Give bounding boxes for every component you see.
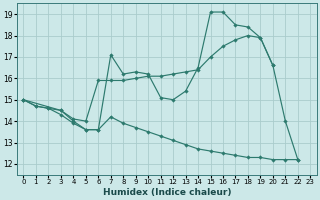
X-axis label: Humidex (Indice chaleur): Humidex (Indice chaleur) <box>103 188 231 197</box>
